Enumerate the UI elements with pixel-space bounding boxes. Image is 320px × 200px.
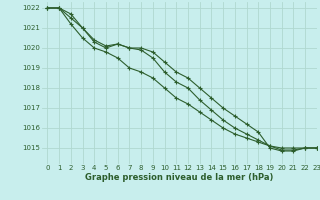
X-axis label: Graphe pression niveau de la mer (hPa): Graphe pression niveau de la mer (hPa) (85, 173, 273, 182)
